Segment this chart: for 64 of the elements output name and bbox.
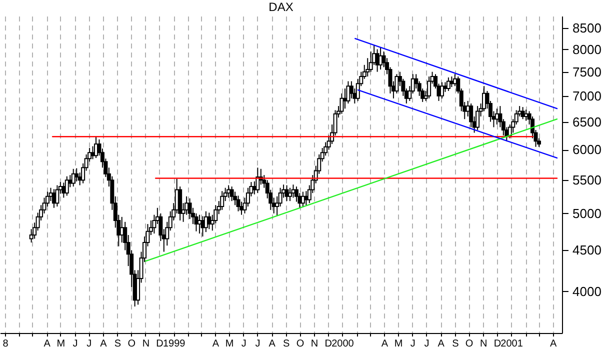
candlestick bbox=[256, 167, 260, 194]
x-tick-label: N bbox=[142, 338, 150, 350]
x-tick-label: J bbox=[72, 338, 78, 350]
y-tick-label: 5500 bbox=[572, 172, 602, 188]
x-tick-label: A bbox=[44, 338, 51, 350]
x-tick-label: D bbox=[324, 338, 332, 350]
x-tick-label: 1999 bbox=[162, 338, 186, 350]
x-tick-label: J bbox=[410, 338, 416, 350]
candlestick bbox=[236, 195, 240, 212]
x-tick-label: J bbox=[255, 338, 260, 350]
candlestick bbox=[220, 190, 224, 210]
y-tick-label: 6000 bbox=[572, 142, 602, 158]
x-tick-label: A bbox=[100, 338, 108, 350]
x-tick-label: A bbox=[438, 338, 445, 350]
x-tick-label: N bbox=[480, 338, 488, 350]
candlestick bbox=[62, 182, 66, 198]
x-tick-label: S bbox=[114, 338, 122, 350]
candlestick bbox=[520, 106, 525, 120]
candlestick bbox=[64, 176, 69, 196]
candlestick bbox=[340, 92, 344, 114]
x-tick-label: O bbox=[128, 338, 136, 350]
y-tick-label: 7000 bbox=[572, 88, 602, 104]
x-tick-label: 8 bbox=[2, 338, 9, 350]
x-tick-label: M bbox=[56, 338, 66, 350]
x-tick-label: J bbox=[241, 338, 246, 350]
candlestick bbox=[288, 187, 292, 202]
x-tick-label: M bbox=[225, 338, 234, 350]
x-tick-label: J bbox=[86, 338, 92, 350]
candlestick bbox=[476, 106, 480, 130]
y-tick-label: 7500 bbox=[572, 64, 602, 80]
x-tick-label: 2001 bbox=[500, 338, 524, 350]
candlestick bbox=[524, 109, 528, 122]
x-tick-label: O bbox=[465, 338, 474, 350]
x-tick-label: S bbox=[283, 338, 290, 350]
x-tick-label: M bbox=[394, 338, 403, 350]
x-tick-label: N bbox=[310, 338, 318, 350]
candlestick bbox=[188, 198, 192, 220]
x-tick-label: A bbox=[381, 338, 388, 350]
candlestick bbox=[440, 82, 444, 99]
y-tick-label: 6500 bbox=[572, 114, 602, 130]
candlestick bbox=[230, 186, 234, 202]
candlestick bbox=[71, 168, 76, 188]
x-tick-label: D bbox=[156, 338, 164, 350]
x-tick-label: A bbox=[550, 338, 558, 350]
x-tick-label: S bbox=[452, 338, 460, 350]
chart-title: DAX bbox=[268, 0, 294, 14]
candlestick bbox=[74, 168, 79, 182]
y-tick-label: 4000 bbox=[572, 284, 602, 299]
x-tick-label: D bbox=[494, 338, 502, 350]
candlestick bbox=[446, 76, 450, 92]
x-tick-label: A bbox=[212, 338, 220, 350]
y-tick-label: 8500 bbox=[572, 20, 602, 36]
candlestick bbox=[427, 76, 432, 99]
x-tick-label: 2000 bbox=[332, 338, 354, 350]
y-tick-label: 8000 bbox=[572, 42, 602, 57]
candlestick bbox=[55, 184, 60, 207]
candlestick bbox=[443, 82, 448, 92]
x-tick-label: J bbox=[424, 338, 430, 350]
y-tick-label: 4500 bbox=[572, 242, 602, 258]
x-tick-label: A bbox=[268, 338, 276, 350]
candlestick bbox=[378, 46, 383, 70]
x-tick-label: O bbox=[296, 338, 304, 350]
candlestick bbox=[207, 212, 212, 230]
y-tick-label: 5000 bbox=[572, 206, 602, 221]
